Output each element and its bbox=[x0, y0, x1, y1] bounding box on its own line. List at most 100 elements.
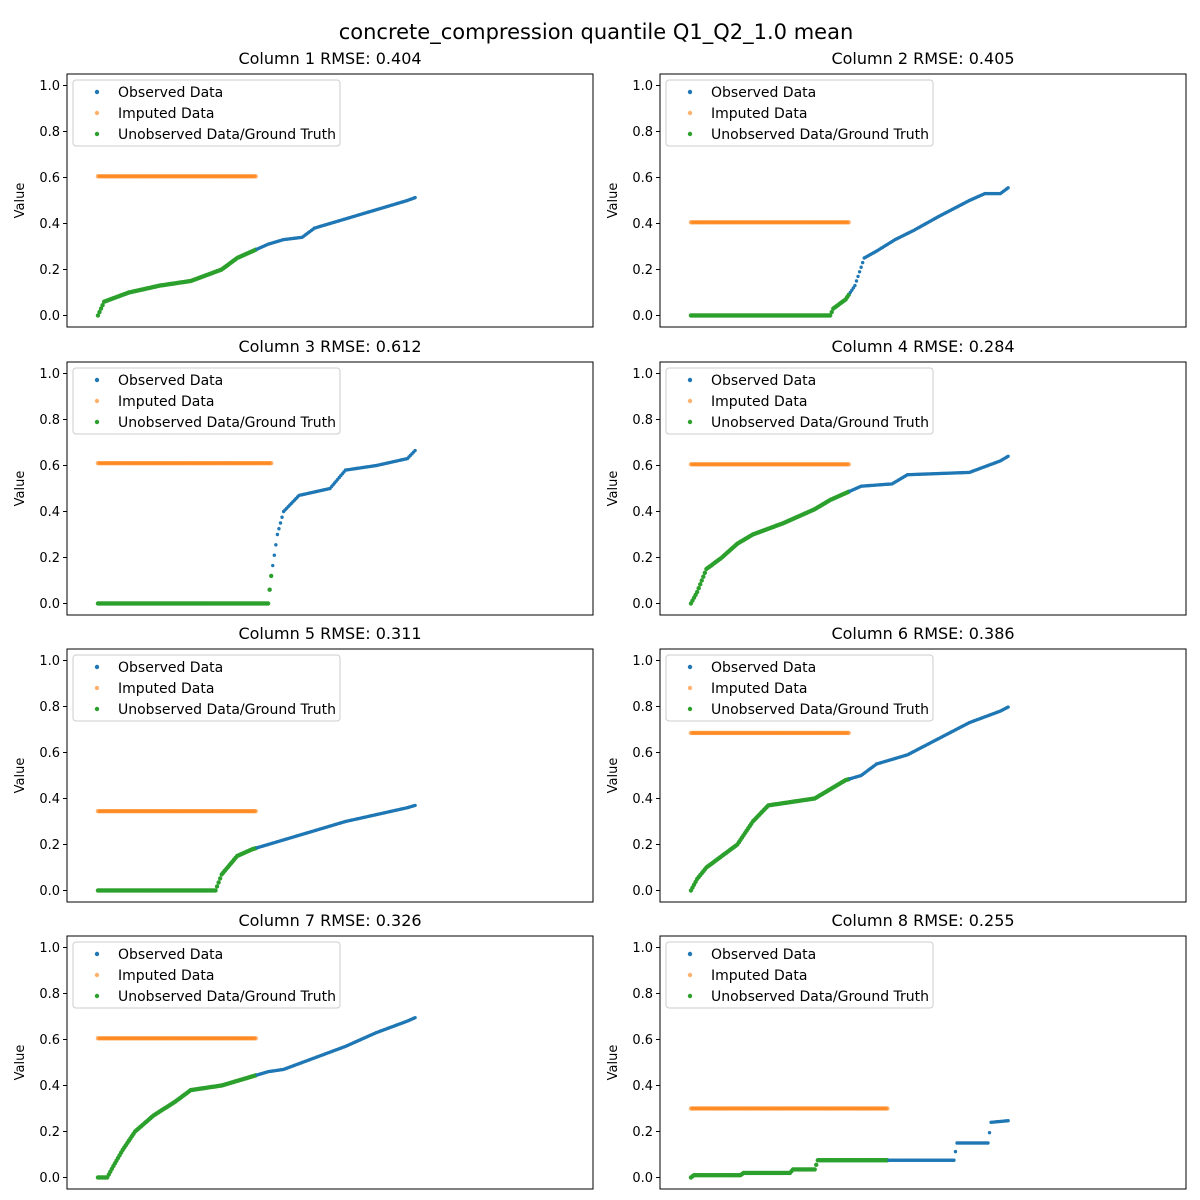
y-tick-label: 0.2 bbox=[39, 263, 60, 278]
legend-entry: Observed Data bbox=[711, 85, 816, 101]
chart-panel-4: Column 4 RMSE: 0.284 0.0 0.2 0.4 0.6 0.8 1.0 Va… bbox=[606, 337, 1187, 616]
chart-panel-2: Column 2 RMSE: 0.405 0.0 0.2 0.4 0.6 0.8 1.0 Va… bbox=[606, 49, 1187, 328]
legend-box bbox=[72, 941, 341, 1009]
legend-marker bbox=[94, 685, 100, 691]
observed-point bbox=[413, 803, 417, 808]
observed-point bbox=[1006, 1119, 1010, 1123]
legend-marker bbox=[94, 664, 100, 670]
observed-point bbox=[1006, 705, 1010, 709]
observed-point bbox=[859, 265, 863, 269]
legend-box bbox=[665, 79, 934, 147]
legend-entry: Imputed Data bbox=[711, 681, 807, 697]
observed-point bbox=[271, 563, 275, 568]
observed-point bbox=[272, 553, 277, 557]
y-tick-label: 0.6 bbox=[39, 459, 60, 474]
unobserved-point bbox=[699, 578, 704, 583]
y-tick-label: 0.0 bbox=[39, 309, 60, 324]
observed-point bbox=[274, 543, 278, 547]
observed-point bbox=[278, 521, 283, 525]
data-points bbox=[95, 1015, 417, 1180]
data-points bbox=[688, 1106, 1010, 1180]
legend-marker bbox=[687, 951, 693, 957]
legend-entry: Unobserved Data/Ground Truth bbox=[711, 127, 929, 143]
legend-entry: Unobserved Data/Ground Truth bbox=[711, 989, 929, 1005]
legend-entry: Observed Data bbox=[118, 373, 223, 389]
legend: Observed Data Imputed Data Unobserved Data… bbox=[72, 367, 341, 435]
legend-box bbox=[665, 367, 934, 435]
legend-marker bbox=[94, 398, 100, 404]
y-tick-label: 1.0 bbox=[632, 367, 653, 382]
y-tick-label: 0.4 bbox=[39, 217, 60, 232]
legend-box bbox=[72, 79, 341, 147]
observed-point bbox=[953, 1149, 958, 1154]
y-axis-label: Value bbox=[606, 183, 621, 219]
unobserved-point bbox=[694, 589, 700, 595]
legend-entry: Imputed Data bbox=[711, 968, 807, 984]
legend-entry: Imputed Data bbox=[711, 106, 807, 122]
legend-marker bbox=[687, 664, 693, 670]
y-axis-label: Value bbox=[606, 471, 621, 507]
legend-marker bbox=[687, 419, 693, 425]
legend-marker bbox=[94, 419, 100, 425]
observed-point bbox=[987, 1130, 992, 1135]
legend: Observed Data Imputed Data Unobserved Data… bbox=[665, 367, 934, 435]
observed-point bbox=[275, 532, 280, 537]
unobserved-point bbox=[213, 888, 218, 893]
y-tick-label: 0.6 bbox=[39, 746, 60, 761]
legend: Observed Data Imputed Data Unobserved Data… bbox=[665, 79, 934, 147]
chart-title: Column 7 RMSE: 0.326 bbox=[238, 911, 421, 930]
y-tick-label: 0.6 bbox=[632, 171, 653, 186]
legend-box bbox=[72, 654, 341, 722]
y-tick-label: 0.4 bbox=[632, 792, 653, 807]
legend-entry: Unobserved Data/Ground Truth bbox=[711, 702, 929, 718]
panels: Column 1 RMSE: 0.404 0.0 0.2 0.4 0.6 0.8 1.0 Va… bbox=[13, 49, 1187, 1190]
y-tick-label: 0.4 bbox=[632, 1079, 653, 1094]
unobserved-point bbox=[812, 1167, 817, 1172]
legend-entry: Unobserved Data/Ground Truth bbox=[118, 702, 336, 718]
y-tick-label: 0.2 bbox=[39, 551, 60, 566]
y-tick-label: 1.0 bbox=[632, 941, 653, 956]
observed-point bbox=[1006, 454, 1010, 458]
unobserved-point bbox=[702, 570, 708, 576]
unobserved-point bbox=[98, 306, 104, 311]
unobserved-point bbox=[696, 585, 701, 591]
unobserved-point bbox=[827, 313, 833, 318]
legend-marker bbox=[94, 89, 100, 95]
legend-entry: Observed Data bbox=[118, 947, 223, 963]
legend-entry: Imputed Data bbox=[118, 968, 214, 984]
legend-marker bbox=[94, 951, 100, 957]
legend-box bbox=[72, 367, 341, 435]
y-tick-label: 0.4 bbox=[632, 505, 653, 520]
y-tick-label: 0.2 bbox=[39, 1125, 60, 1140]
legend-marker bbox=[687, 110, 693, 116]
legend-entry: Observed Data bbox=[118, 660, 223, 676]
y-tick-label: 0.0 bbox=[39, 884, 60, 899]
y-tick-label: 0.6 bbox=[39, 1033, 60, 1048]
y-tick-label: 0.0 bbox=[632, 309, 653, 324]
y-tick-label: 1.0 bbox=[632, 654, 653, 669]
chart-title: Column 1 RMSE: 0.404 bbox=[238, 49, 421, 68]
legend-entry: Unobserved Data/Ground Truth bbox=[118, 989, 336, 1005]
data-points bbox=[95, 448, 417, 606]
legend-entry: Observed Data bbox=[711, 373, 816, 389]
figure-suptitle: concrete_compression quantile Q1_Q2_1.0 … bbox=[339, 20, 854, 45]
data-points bbox=[688, 705, 1010, 893]
y-tick-label: 0.6 bbox=[632, 459, 653, 474]
legend-entry: Observed Data bbox=[118, 85, 223, 101]
y-tick-label: 0.0 bbox=[39, 1171, 60, 1186]
y-tick-label: 0.0 bbox=[632, 1171, 653, 1186]
y-tick-label: 0.8 bbox=[39, 125, 60, 140]
unobserved-point bbox=[265, 601, 271, 606]
legend: Observed Data Imputed Data Unobserved Data… bbox=[665, 941, 934, 1009]
chart-title: Column 6 RMSE: 0.386 bbox=[831, 624, 1014, 643]
y-tick-label: 0.2 bbox=[39, 838, 60, 853]
axes-frame bbox=[66, 648, 594, 903]
y-tick-label: 0.0 bbox=[632, 597, 653, 612]
imputed-point bbox=[846, 462, 851, 467]
y-tick-label: 1.0 bbox=[632, 79, 653, 94]
data-points bbox=[95, 803, 417, 893]
observed-point bbox=[986, 1141, 990, 1145]
y-tick-label: 0.4 bbox=[39, 1079, 60, 1094]
y-tick-label: 0.0 bbox=[632, 884, 653, 899]
legend-marker bbox=[94, 993, 100, 999]
